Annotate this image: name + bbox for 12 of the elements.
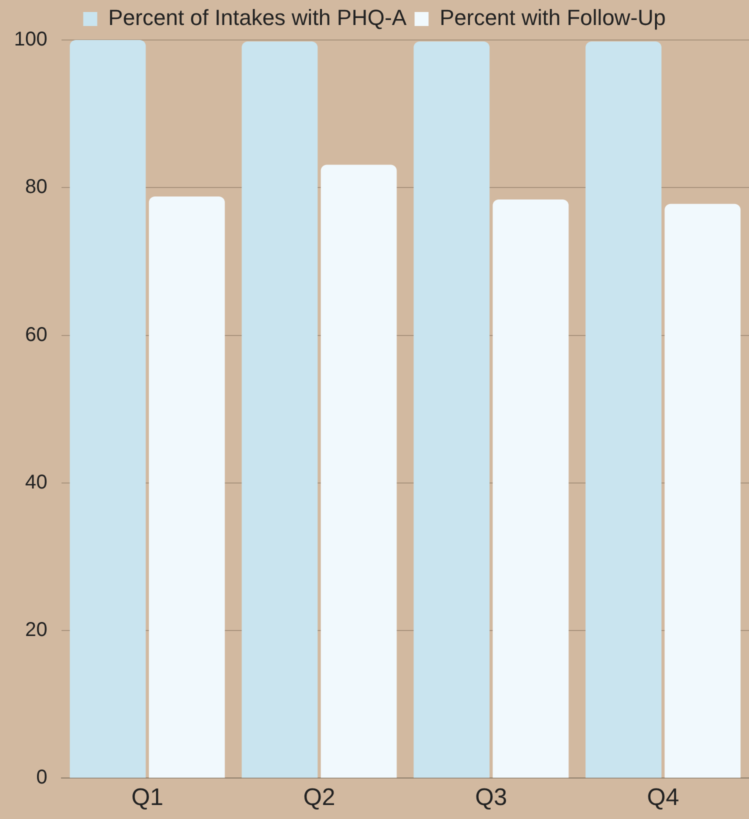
y-tick-label: 60 [25,324,48,346]
y-tick-label: 0 [36,766,48,789]
legend-label: Percent of Intakes with PHQ-A [108,5,407,30]
y-tick-label: 20 [25,619,48,642]
y-tick-label: 100 [14,28,48,51]
x-tick-label: Q2 [303,784,336,812]
y-tick-label: 40 [25,471,48,494]
x-tick-label: Q4 [647,784,680,812]
y-tick-label: 80 [25,176,48,198]
x-tick-label: Q1 [131,784,164,812]
x-tick-label: Q3 [475,784,508,812]
legend-label: Percent with Follow-Up [440,5,666,30]
